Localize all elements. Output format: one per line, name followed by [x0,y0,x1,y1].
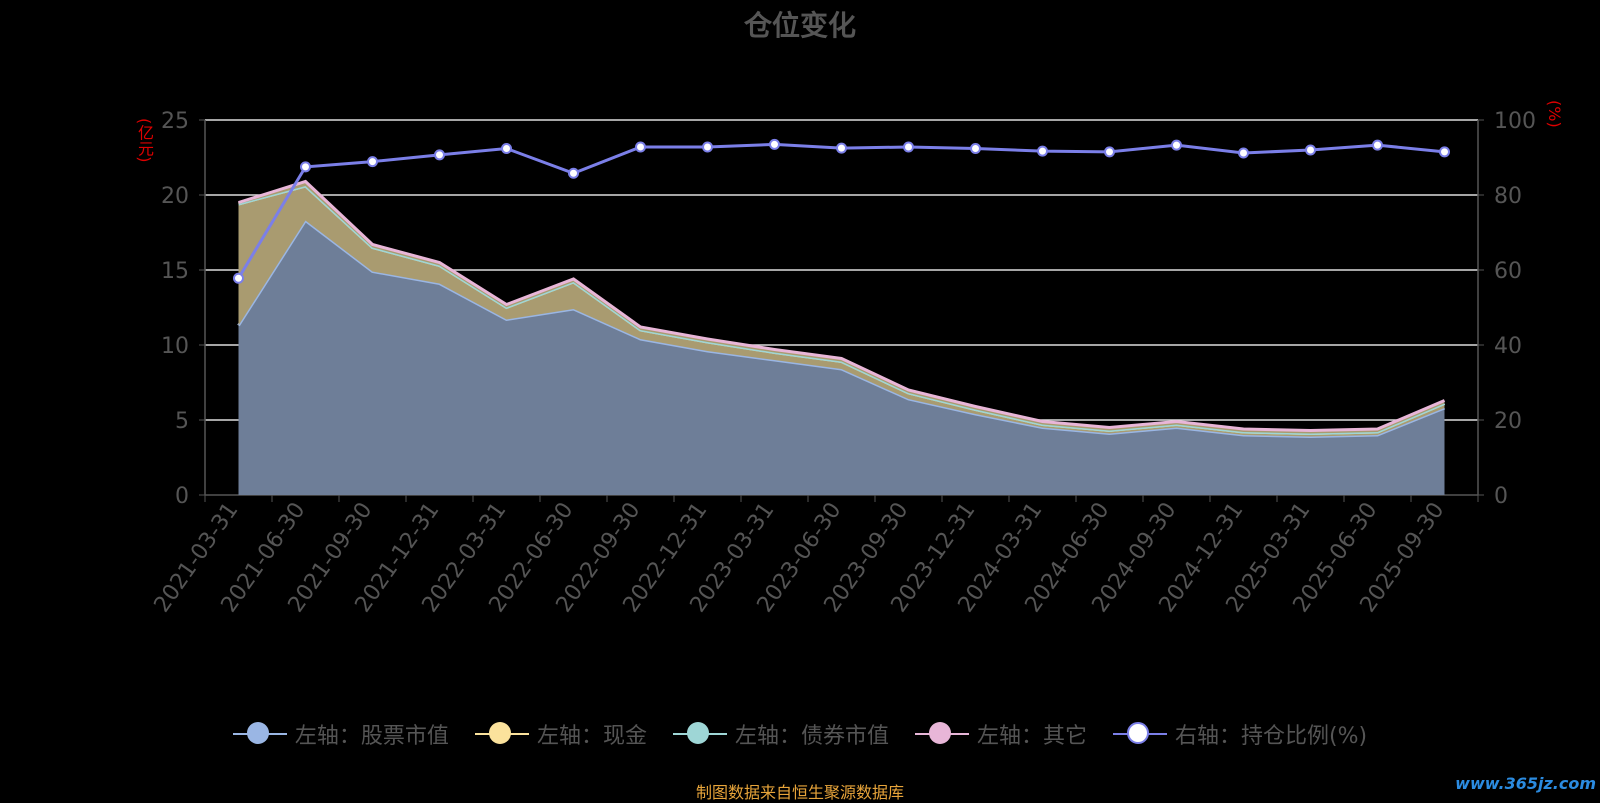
legend-symbol [672,720,727,748]
data-source-note: 制图数据来自恒生聚源数据库 [695,783,904,802]
legend-label: 左轴：其它 [976,724,1087,749]
ratio-point [702,141,713,153]
right-tick-label: 60 [1494,259,1522,284]
left-tick-label: 15 [161,259,189,284]
ratio-point [367,156,378,168]
left-tick-label: 25 [161,109,189,134]
ratio-point [836,142,847,154]
legend-symbol [232,720,287,748]
ratio-point [1171,139,1182,151]
ratio-point [1037,145,1048,157]
left-tick-label: 0 [175,484,189,509]
right-tick-label: 20 [1494,409,1522,434]
legend-label: 左轴：债券市值 [734,724,889,749]
ratio-point [501,143,512,154]
ratio-point [903,141,914,153]
right-tick-label: 0 [1494,484,1508,509]
legend-symbol [474,720,529,748]
area-1 [238,220,1445,495]
right-tick-label: 40 [1494,334,1522,359]
ratio-point [233,272,244,284]
left-tick-label: 10 [161,334,189,359]
right-tick-label: 100 [1494,109,1536,134]
ratio-point [1238,147,1249,159]
ratio-point [635,141,646,153]
ratio-point [1104,146,1115,158]
ratio-point [300,161,311,173]
legend-symbol [1112,720,1167,748]
legend-item[interactable]: 左轴：其它 [914,718,1087,750]
legend-item[interactable]: 右轴：持仓比例(%) [1112,718,1368,750]
ratio-point [1372,139,1383,151]
chart-title: 仓位变化 [743,9,856,42]
left-tick-label: 20 [161,184,189,209]
legend-symbol [914,720,969,748]
site-watermark: www.365jz.com [1455,774,1596,793]
right-tick-label: 80 [1494,184,1522,209]
legend-label: 左轴：股票市值 [294,724,449,749]
left-tick-label: 5 [175,409,189,434]
position-change-chart: 05101520250204060801002021-03-312021-06-… [150,109,1536,617]
ratio-point [769,138,780,150]
ratio-point [568,167,579,179]
legend-item[interactable]: 左轴：现金 [474,718,647,750]
legend-item[interactable]: 左轴：债券市值 [672,718,889,750]
ratio-point [970,143,981,154]
series-line-4 [238,179,1446,433]
ratio-point [1439,146,1450,158]
legend-label: 右轴：持仓比例(%) [1174,724,1368,749]
ratio-point [1305,144,1316,156]
ratio-point [434,149,445,161]
right-axis-unit: (%) [1545,100,1564,128]
chart-legend[interactable]: 左轴：股票市值 左轴：现金 左轴：债券市值 左轴：其它 右轴：持仓比例(%) [0,718,1600,750]
legend-label: 左轴：现金 [536,724,647,749]
legend-item[interactable]: 左轴：股票市值 [232,718,449,750]
left-axis-unit: (亿元) [135,118,154,163]
